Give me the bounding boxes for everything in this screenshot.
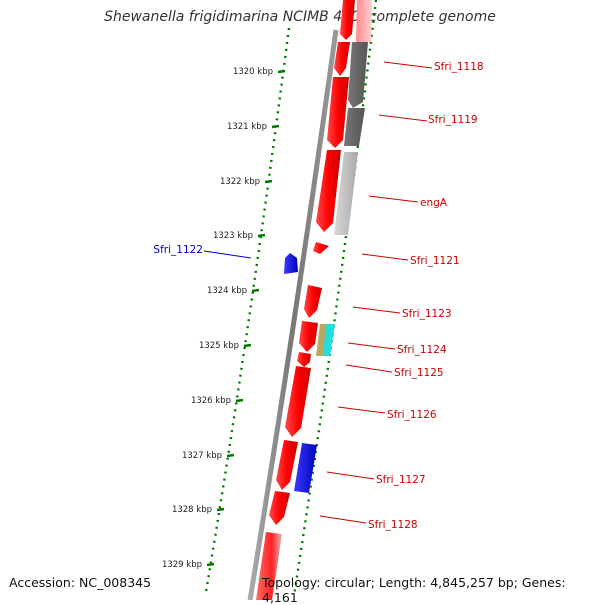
gene-label-leader [378, 114, 428, 122]
gene-label-leader [337, 406, 386, 414]
cds-forward [299, 321, 318, 352]
scale-tick [277, 69, 286, 74]
feature-olive [316, 324, 327, 356]
gene-label[interactable]: engA [420, 197, 448, 209]
cds-forward [334, 42, 350, 76]
gene-label[interactable]: Sfri_1123 [402, 308, 452, 320]
cds-forward [269, 491, 290, 525]
gene-label-leader [352, 306, 401, 314]
feature-dark [348, 42, 368, 108]
scale-ticks: 1320 kbp 1321 kbp 1322 kbp 1323 kbp 1324 kbp… [162, 67, 286, 570]
gene-labels: Sfri_1118 Sfri_1119 engA Sfri_1121 Sfri_1123… [153, 61, 483, 531]
feature-blue [294, 443, 317, 493]
gene-label-leader [203, 250, 252, 259]
scale-tick-label: 1326 kbp [191, 396, 231, 406]
scale-tick [251, 288, 260, 293]
scale-tick-label: 1324 kbp [207, 286, 247, 296]
gene-label[interactable]: Sfri_1118 [434, 61, 484, 73]
scale-tick [271, 124, 280, 129]
outer-ring [292, 0, 378, 597]
gene-label[interactable]: Sfri_1121 [410, 255, 460, 267]
gene-label[interactable]: Sfri_1128 [368, 519, 418, 531]
scale-tick-label: 1322 kbp [220, 177, 260, 187]
gene-label-leader [368, 195, 419, 203]
scale-tick [264, 179, 273, 184]
cds-forward [340, 0, 355, 40]
gene-label-leader [345, 364, 393, 373]
scale-tick [216, 507, 225, 512]
gene-label[interactable]: Sfri_1119 [428, 114, 478, 126]
scale-tick [257, 233, 266, 238]
gene-label-leader [347, 342, 396, 350]
scale-ring [204, 27, 291, 593]
map-title: Shewanella frigidimarina NCIMB 400, comp… [104, 9, 496, 25]
cds-reverse-sfri-1122 [284, 253, 298, 274]
gene-label-leader [383, 61, 433, 69]
scale-tick [235, 398, 244, 403]
gene-label-leader [361, 253, 409, 261]
forward-cds-track [256, 0, 355, 600]
gene-label[interactable]: Sfri_1127 [376, 474, 426, 486]
accession-text: Accession: NC_008345 [9, 575, 152, 590]
feature-pink [356, 0, 372, 42]
cds-forward [297, 352, 311, 367]
cds-forward [304, 285, 322, 318]
gene-label[interactable]: Sfri_1122 [153, 244, 203, 256]
scale-tick-label: 1321 kbp [227, 122, 267, 132]
gene-label[interactable]: Sfri_1124 [397, 344, 447, 356]
scale-tick-label: 1328 kbp [172, 505, 212, 515]
feature-cyan [323, 324, 335, 356]
gene-label-leader [326, 471, 375, 480]
scale-tick [226, 453, 235, 458]
feature-track-outer [294, 0, 372, 493]
scale-tick-label: 1325 kbp [199, 341, 239, 351]
gene-label[interactable]: Sfri_1125 [394, 367, 444, 379]
cds-forward [327, 77, 349, 148]
scale-tick-label: 1329 kbp [162, 560, 202, 570]
topology-text: Topology: circular; Length: 4,845,257 bp… [262, 575, 566, 605]
cds-forward [285, 366, 311, 437]
scale-tick-label: 1323 kbp [213, 231, 253, 241]
cds-forward [313, 242, 329, 254]
gene-label-leader [319, 515, 367, 524]
scale-tick [206, 562, 215, 567]
scale-tick-label: 1320 kbp [233, 67, 273, 77]
feature-dark [344, 108, 365, 146]
scale-tick [243, 343, 252, 348]
cds-forward [256, 532, 282, 600]
scale-tick-label: 1327 kbp [182, 451, 222, 461]
cds-forward [316, 150, 341, 232]
genome-backbone [247, 29, 339, 600]
feature-light [334, 152, 358, 235]
gene-label[interactable]: Sfri_1126 [387, 409, 437, 421]
cds-forward [276, 440, 298, 490]
